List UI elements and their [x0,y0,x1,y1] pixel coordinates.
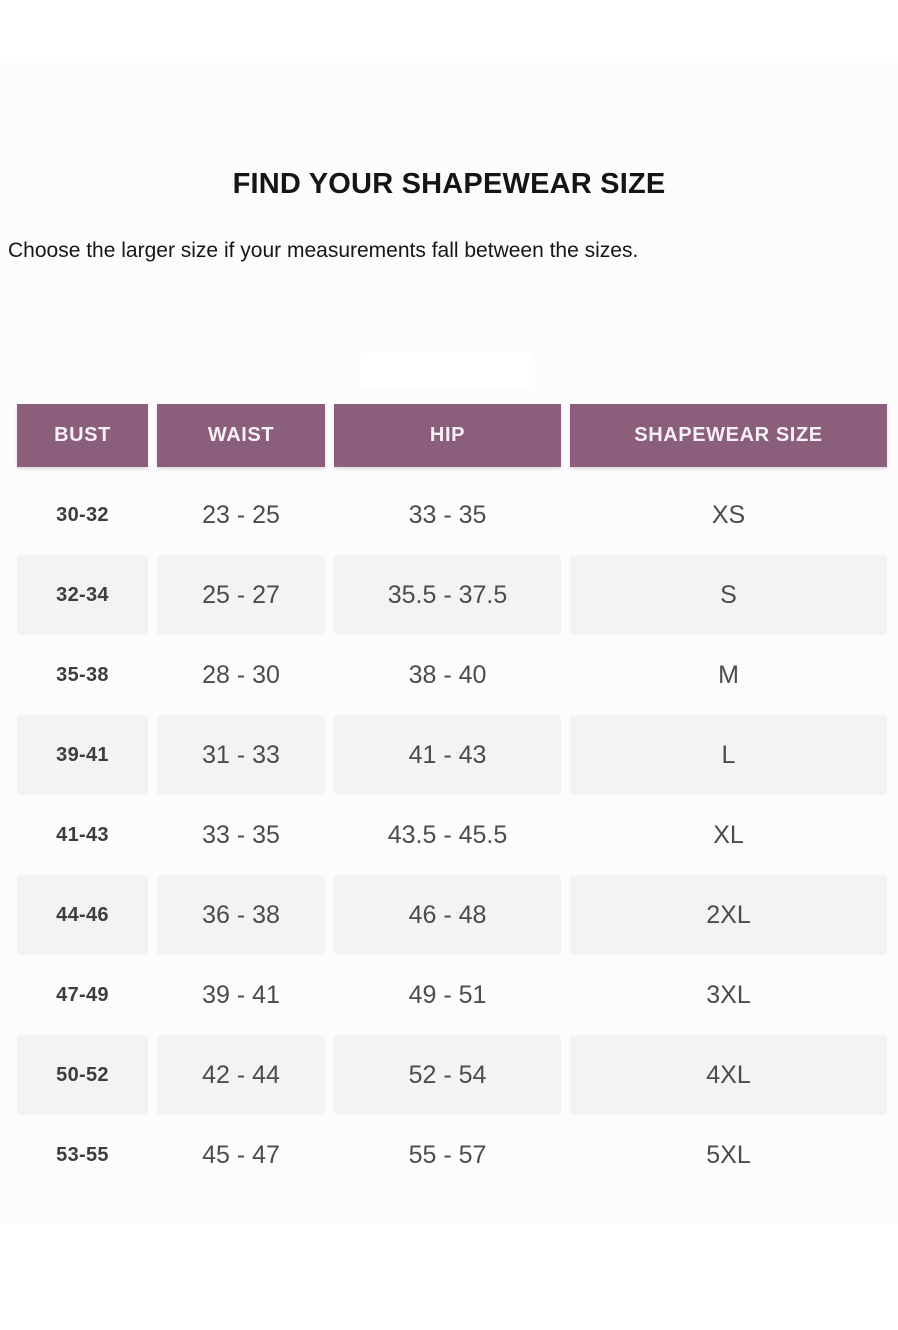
size-cell: L [570,715,887,795]
hip-cell: 41 - 43 [334,715,561,795]
column-header-hip: HIP [334,404,561,467]
column-header-bust: BUST [17,404,148,467]
table-row: 47-49 39 - 41 49 - 51 3XL [17,955,887,1035]
faded-tab-highlight [360,352,535,390]
bust-cell: 35-38 [56,663,109,686]
table-row: 41-43 33 - 35 43.5 - 45.5 XL [17,795,887,875]
waist-cell: 25 - 27 [157,555,325,635]
bust-cell: 32-34 [17,555,148,635]
table-row: 32-34 25 - 27 35.5 - 37.5 S [17,555,887,635]
size-cell: S [570,555,887,635]
hip-cell: 38 - 40 [408,660,487,689]
column-header-waist: WAIST [157,404,325,467]
hip-cell: 46 - 48 [334,875,561,955]
table-row: 30-32 23 - 25 33 - 35 XS [17,475,887,555]
page-title: FIND YOUR SHAPEWEAR SIZE [232,168,666,200]
waist-cell: 42 - 44 [157,1035,325,1115]
size-cell: M [718,660,739,689]
hip-cell: 43.5 - 45.5 [387,820,508,849]
waist-cell: 28 - 30 [202,660,280,689]
table-row: 53-55 45 - 47 55 - 57 5XL [17,1115,887,1195]
section-background [0,63,898,1223]
size-cell: 4XL [570,1035,887,1115]
waist-cell: 39 - 41 [202,980,280,1009]
table-header-row: BUST WAIST HIP SHAPEWEAR SIZE [17,404,887,467]
size-chart-table: BUST WAIST HIP SHAPEWEAR SIZE 30-32 23 -… [17,404,887,1195]
table-row: 39-41 31 - 33 41 - 43 L [17,715,887,795]
hip-cell: 55 - 57 [408,1140,487,1169]
size-cell: 2XL [570,875,887,955]
hip-cell: 35.5 - 37.5 [334,555,561,635]
table-row: 35-38 28 - 30 38 - 40 M [17,635,887,715]
waist-cell: 31 - 33 [157,715,325,795]
size-guide-note: Choose the larger size if your measureme… [8,239,639,262]
bust-cell: 53-55 [56,1143,109,1166]
waist-cell: 36 - 38 [157,875,325,955]
size-cell: 5XL [706,1140,751,1169]
hip-cell: 49 - 51 [408,980,487,1009]
bust-cell: 39-41 [17,715,148,795]
bust-cell: 47-49 [56,983,109,1006]
waist-cell: 23 - 25 [202,500,280,529]
waist-cell: 33 - 35 [202,820,280,849]
waist-cell: 45 - 47 [202,1140,280,1169]
bust-cell: 44-46 [17,875,148,955]
size-cell: 3XL [706,980,751,1009]
hip-cell: 33 - 35 [408,500,487,529]
table-body: 30-32 23 - 25 33 - 35 XS 32-34 25 - 27 3… [17,475,887,1195]
column-header-shapewear-size: SHAPEWEAR SIZE [570,404,887,467]
table-row: 50-52 42 - 44 52 - 54 4XL [17,1035,887,1115]
hip-cell: 52 - 54 [334,1035,561,1115]
size-cell: XL [713,820,744,849]
bust-cell: 30-32 [56,503,109,526]
size-cell: XS [711,500,746,529]
bust-cell: 41-43 [56,823,109,846]
bust-cell: 50-52 [17,1035,148,1115]
table-row: 44-46 36 - 38 46 - 48 2XL [17,875,887,955]
